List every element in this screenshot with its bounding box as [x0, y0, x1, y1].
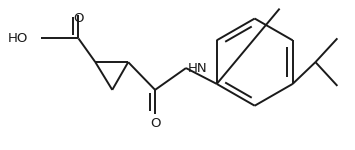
Text: O: O [73, 12, 84, 25]
Text: O: O [150, 117, 160, 130]
Text: HN: HN [188, 61, 208, 75]
Text: HO: HO [8, 32, 29, 45]
